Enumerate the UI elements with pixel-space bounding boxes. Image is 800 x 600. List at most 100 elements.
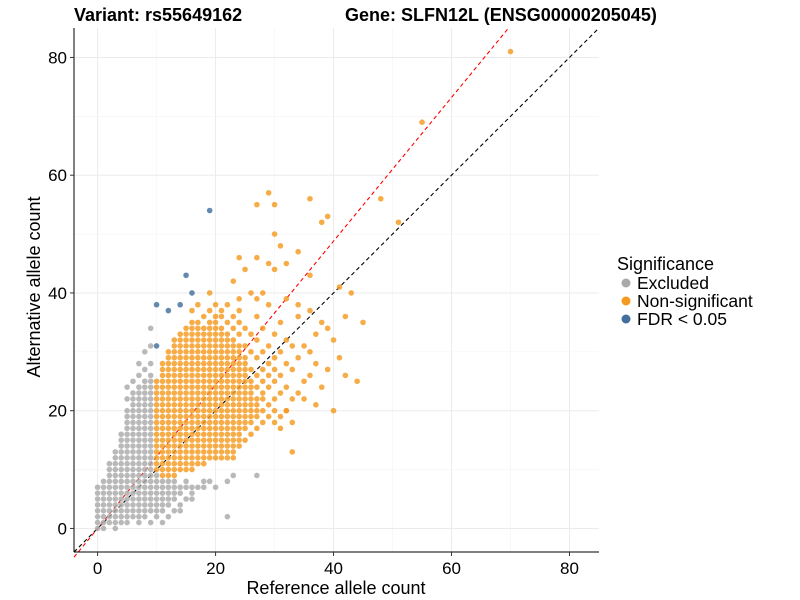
point-non-significant <box>230 343 237 349</box>
point-non-significant <box>165 384 172 390</box>
point-excluded <box>254 472 260 479</box>
point-non-significant <box>153 425 160 432</box>
point-excluded <box>124 460 130 467</box>
point-non-significant <box>165 431 172 438</box>
point-non-significant <box>183 425 189 432</box>
point-non-significant <box>230 278 237 284</box>
point-non-significant <box>212 354 219 361</box>
point-non-significant <box>159 472 166 479</box>
point-non-significant <box>248 366 254 373</box>
point-non-significant <box>189 466 195 473</box>
point-excluded <box>100 507 107 514</box>
point-non-significant <box>171 425 178 432</box>
point-excluded <box>124 507 130 514</box>
point-excluded <box>94 490 101 496</box>
point-excluded <box>177 507 183 514</box>
point-non-significant <box>177 443 183 449</box>
point-excluded <box>141 437 148 443</box>
point-excluded <box>118 466 124 473</box>
point-non-significant <box>171 360 178 367</box>
point-non-significant <box>224 431 231 438</box>
point-excluded <box>124 496 130 502</box>
point-non-significant <box>354 378 360 385</box>
point-excluded <box>94 525 101 532</box>
point-non-significant <box>265 360 272 367</box>
point-non-significant <box>212 396 219 402</box>
point-excluded <box>136 407 142 414</box>
point-non-significant <box>165 466 172 473</box>
point-non-significant <box>171 449 178 455</box>
point-non-significant <box>283 384 290 390</box>
point-excluded <box>141 507 148 514</box>
point-excluded <box>141 384 148 390</box>
point-fdr-0-05 <box>165 307 172 314</box>
point-non-significant <box>236 407 242 414</box>
point-excluded <box>189 490 195 496</box>
point-non-significant <box>206 407 213 414</box>
point-non-significant <box>200 360 207 367</box>
point-non-significant <box>277 425 284 432</box>
point-non-significant <box>236 396 242 402</box>
point-excluded <box>153 472 160 479</box>
point-non-significant <box>283 360 290 367</box>
point-non-significant <box>236 443 242 449</box>
point-excluded <box>124 502 130 508</box>
point-non-significant <box>153 396 160 402</box>
point-non-significant <box>189 390 195 396</box>
point-non-significant <box>224 354 231 361</box>
point-excluded <box>136 513 142 520</box>
point-non-significant <box>177 413 183 420</box>
point-non-significant <box>242 384 248 390</box>
point-non-significant <box>248 390 254 396</box>
point-excluded <box>153 507 160 514</box>
point-non-significant <box>195 413 201 420</box>
point-non-significant <box>265 260 272 267</box>
point-excluded <box>141 478 148 485</box>
point-excluded <box>141 413 148 420</box>
point-non-significant <box>171 455 178 461</box>
point-non-significant <box>200 455 207 461</box>
point-excluded <box>147 449 154 455</box>
point-non-significant <box>171 407 178 414</box>
point-non-significant <box>218 449 225 455</box>
point-non-significant <box>153 407 160 414</box>
point-excluded <box>112 478 119 485</box>
point-excluded <box>106 490 113 496</box>
point-non-significant <box>242 343 248 349</box>
point-non-significant <box>254 296 260 302</box>
point-excluded <box>171 478 178 485</box>
point-non-significant <box>200 402 207 408</box>
point-excluded <box>159 507 166 514</box>
point-excluded <box>153 484 160 491</box>
point-excluded <box>130 402 136 408</box>
point-non-significant <box>195 431 201 438</box>
point-non-significant <box>212 390 219 396</box>
point-non-significant <box>224 319 231 326</box>
point-excluded <box>118 431 124 438</box>
point-non-significant <box>212 431 219 438</box>
point-non-significant <box>206 360 213 367</box>
point-non-significant <box>218 337 225 343</box>
point-excluded <box>118 437 124 443</box>
point-non-significant <box>206 449 213 455</box>
point-non-significant <box>171 419 178 426</box>
point-non-significant <box>177 419 183 426</box>
point-excluded <box>106 507 113 514</box>
point-non-significant <box>307 349 313 355</box>
point-excluded <box>159 478 166 485</box>
point-excluded <box>130 396 136 402</box>
point-non-significant <box>236 319 242 326</box>
point-non-significant <box>313 360 319 367</box>
point-excluded <box>195 484 201 491</box>
point-non-significant <box>254 407 260 414</box>
point-non-significant <box>236 384 242 390</box>
point-excluded <box>147 407 154 414</box>
point-non-significant <box>360 319 366 326</box>
point-non-significant <box>259 290 266 296</box>
point-excluded <box>147 413 154 420</box>
point-excluded <box>112 519 119 526</box>
point-excluded <box>165 490 172 496</box>
point-non-significant <box>183 372 189 379</box>
point-non-significant <box>171 343 178 349</box>
point-excluded <box>100 490 107 496</box>
